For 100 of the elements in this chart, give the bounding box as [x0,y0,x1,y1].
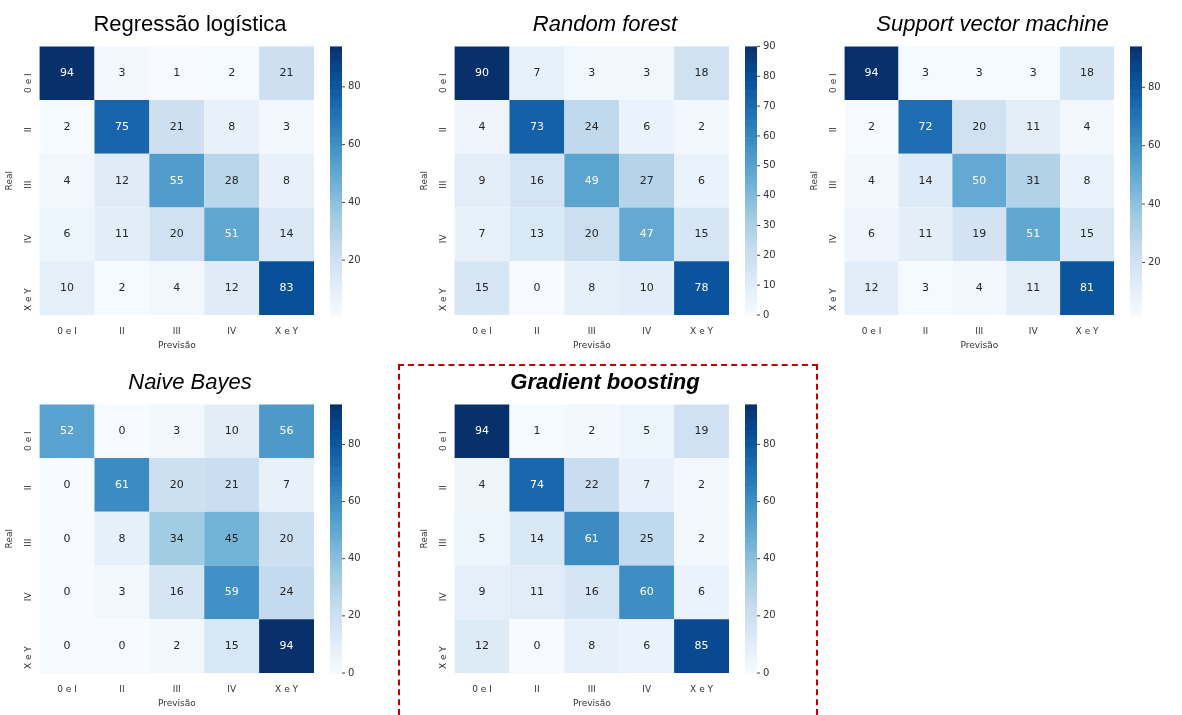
data-label: 4 [975,281,983,294]
color-bar-label: 0 [763,308,770,320]
data-label: 61 [114,477,129,491]
color-bar-label: 70 [763,99,776,111]
x-tick-label: II [922,325,929,336]
data-label: 8 [118,531,126,545]
data-label: 45 [224,531,239,545]
data-label: 74 [529,477,544,491]
data-label: 31 [1026,173,1041,187]
data-label: 73 [529,119,544,133]
data-label: 78 [694,281,709,294]
x-axis-title: Previsão [960,339,999,350]
data-label: 94 [279,639,294,652]
data-label: 6 [643,119,651,133]
data-label: 7 [283,477,291,491]
data-label: 20 [169,477,184,491]
data-label: 3 [643,66,651,80]
y-axis-title: Real [3,529,14,549]
color-bar-label: 80 [1148,80,1161,92]
data-label: 15 [224,639,239,652]
data-label: 94 [60,66,75,80]
data-label: 22 [584,477,599,491]
data-label: 24 [584,119,599,133]
color-bar-label: 20 [763,248,776,260]
y-tick-label: 0 e I [827,73,838,93]
y-axis-title: Real [418,171,429,191]
x-tick-label: X e Y [690,325,714,336]
x-tick-label: 0 e I [472,325,492,336]
data-label: 11 [529,585,544,599]
data-label: 55 [169,173,184,187]
y-tick-label: IV [22,591,33,602]
chart-title: Gradient boosting [510,369,701,395]
color-bar-label: 20 [348,253,361,265]
y-tick-label: III [22,180,33,189]
data-label: 90 [475,66,490,80]
data-label: 2 [118,281,126,294]
y-tick-label: III [827,180,838,189]
data-label: 8 [588,639,596,652]
data-label: 52 [60,424,75,438]
data-label: 16 [169,585,184,599]
data-label: 2 [698,477,706,491]
data-label: 12 [864,281,879,294]
y-tick-label: X e Y [22,287,33,312]
data-label: 47 [639,227,654,241]
data-label: 4 [478,119,486,133]
data-label: 19 [972,227,987,241]
data-label: 16 [529,173,544,187]
x-axis-title: Previsão [157,697,197,708]
data-label: 27 [639,173,654,187]
x-tick-label: II [119,325,125,336]
y-tick-label: X e Y [437,645,448,670]
data-label: 9 [478,585,486,599]
data-label: 6 [643,639,651,652]
data-label: 94 [475,424,490,438]
data-label: 0 [63,477,71,491]
data-label: 3 [118,585,126,599]
data-label: 14 [279,227,294,241]
color-bar-label: 0 [763,666,770,678]
y-tick-label: 0 e I [22,73,33,93]
data-label: 20 [972,119,987,133]
data-label: 15 [694,227,709,241]
x-tick-label: III [975,325,984,336]
data-label: 15 [1080,227,1095,241]
data-label: 8 [588,281,596,294]
y-tick-label: II [22,126,33,133]
data-label: 5 [478,531,486,545]
data-label: 3 [1029,66,1037,80]
data-label: 12 [224,281,239,294]
color-bar-label: 50 [763,159,776,171]
x-tick-label: IV [227,325,237,336]
data-label: 14 [918,173,933,187]
x-tick-label: III [587,683,596,694]
chart-title: Random forest [532,11,679,37]
x-axis-title: Previsão [572,339,612,350]
color-bar-label: 10 [763,278,776,290]
data-label: 6 [698,173,706,187]
data-label: 13 [529,227,544,241]
data-label: 18 [694,66,709,80]
y-axis-title: Real [3,171,14,191]
color-bar-label: 20 [763,609,776,621]
data-label: 4 [868,173,876,187]
data-label: 11 [1026,119,1041,133]
x-tick-label: III [587,325,596,336]
data-label: 2 [173,639,181,652]
data-label: 21 [224,477,239,491]
color-bar-label: 40 [1148,197,1161,209]
data-label: 16 [584,585,599,599]
color-bar-label: 80 [348,438,361,449]
color-bar-label: 60 [763,129,776,141]
color-bar-label: 40 [763,552,776,564]
data-label: 2 [588,424,596,438]
color-bar-label: 60 [763,495,776,507]
data-label: 1 [173,66,181,80]
x-tick-label: IV [642,683,652,694]
data-label: 0 [533,639,541,652]
data-label: 8 [283,173,291,187]
x-tick-label: X e Y [275,325,299,336]
data-label: 18 [1080,66,1095,80]
data-label: 59 [224,585,239,599]
color-bar-label: 60 [348,495,361,507]
